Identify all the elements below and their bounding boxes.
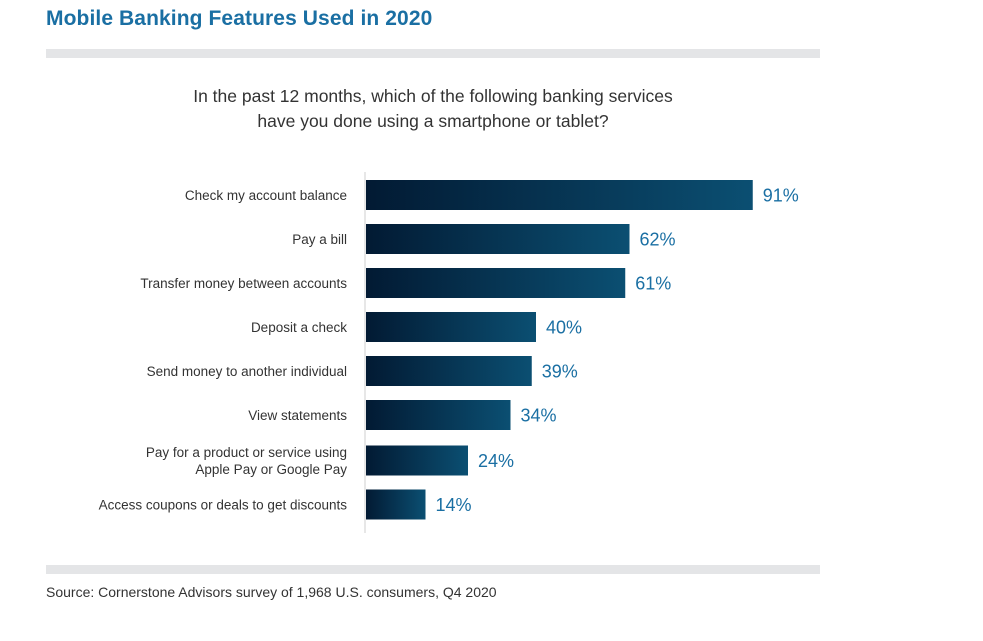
- category-label: Send money to another individual: [147, 364, 347, 379]
- question-line-2: have you done using a smartphone or tabl…: [257, 111, 609, 131]
- bar: [366, 224, 630, 254]
- category-label: Pay a bill: [292, 232, 347, 247]
- category-label-line: Deposit a check: [251, 320, 347, 335]
- chart-title: Mobile Banking Features Used in 2020: [46, 7, 433, 30]
- bar-row: Pay a bill 62%: [292, 224, 676, 254]
- value-label: 91%: [763, 186, 799, 206]
- bar: [366, 180, 753, 210]
- category-label-line: View statements: [248, 408, 347, 423]
- category-label-line: Check my account balance: [185, 188, 347, 203]
- category-label: Deposit a check: [251, 320, 347, 335]
- top-divider: [46, 49, 820, 58]
- bar: [366, 400, 511, 430]
- category-label-line: Transfer money between accounts: [140, 276, 347, 291]
- bar: [366, 489, 426, 520]
- category-label: Transfer money between accounts: [140, 276, 347, 291]
- category-label-line: Send money to another individual: [147, 364, 347, 379]
- category-label-line: Apple Pay or Google Pay: [195, 462, 347, 477]
- bar: [366, 445, 468, 476]
- bar-row: Transfer money between accounts 61%: [140, 268, 671, 298]
- value-label: 40%: [546, 318, 582, 338]
- bar-row: Send money to another individual 39%: [147, 356, 578, 386]
- category-label: Access coupons or deals to get discounts: [99, 498, 348, 513]
- source-note: Source: Cornerstone Advisors survey of 1…: [46, 584, 497, 600]
- question-line-1: In the past 12 months, which of the foll…: [193, 86, 673, 106]
- bar: [366, 356, 532, 386]
- category-label: View statements: [248, 408, 347, 423]
- survey-question: In the past 12 months, which of the foll…: [46, 84, 820, 134]
- bar-row: Deposit a check 40%: [251, 312, 582, 342]
- bar: [366, 268, 626, 298]
- value-label: 39%: [542, 362, 578, 382]
- bottom-divider: [46, 565, 820, 574]
- value-label: 62%: [640, 230, 676, 250]
- category-label: Pay for a product or service using Apple …: [146, 445, 347, 477]
- category-label: Check my account balance: [185, 188, 347, 203]
- bar-row: View statements 34%: [248, 400, 557, 430]
- value-label: 34%: [521, 406, 557, 426]
- category-label-line: Pay for a product or service using: [146, 445, 347, 460]
- bar-row: Access coupons or deals to get discounts…: [99, 489, 472, 520]
- bar-row: Check my account balance 91%: [185, 180, 799, 210]
- bar: [366, 312, 536, 342]
- category-label-line: Access coupons or deals to get discounts: [99, 498, 348, 513]
- bar-row: Pay for a product or service using Apple …: [146, 445, 514, 477]
- bars-layer: Check my account balance 91% Pay a bill 62%…: [99, 180, 799, 520]
- value-label: 61%: [635, 274, 671, 294]
- category-label-line: Pay a bill: [292, 232, 347, 247]
- value-label: 14%: [436, 495, 472, 515]
- value-label: 24%: [478, 451, 514, 471]
